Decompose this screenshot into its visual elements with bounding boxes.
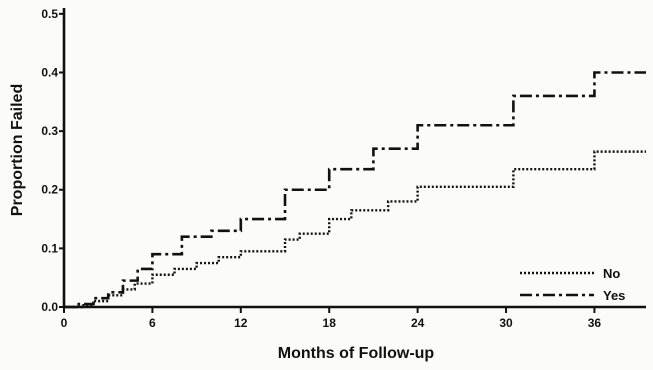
y-tick-label: 0.4 — [41, 65, 58, 79]
y-tick-label: 0.1 — [41, 241, 58, 255]
x-tick-label: 30 — [499, 316, 513, 330]
x-tick-label: 18 — [323, 316, 337, 330]
y-tick-label: 0.2 — [41, 183, 58, 197]
x-tick-label: 12 — [234, 316, 248, 330]
x-axis-ticks: 0 6 12 18 24 30 36 — [61, 307, 602, 330]
y-axis-ticks: 0.0 0.1 0.2 0.3 0.4 0.5 — [41, 7, 64, 314]
x-tick-label: 36 — [588, 316, 602, 330]
series-line-no — [64, 150, 646, 309]
legend-label-no: No — [603, 266, 620, 281]
x-tick-label: 6 — [149, 316, 156, 330]
x-tick-label: 24 — [411, 316, 425, 330]
y-tick-label: 0.5 — [41, 7, 58, 21]
x-tick-label: 0 — [61, 316, 68, 330]
legend-label-yes: Yes — [603, 288, 625, 303]
y-tick-label: 0.0 — [41, 300, 58, 314]
legend: No Yes — [520, 266, 625, 303]
y-tick-label: 0.3 — [41, 124, 58, 138]
series-line-yes — [64, 71, 646, 309]
x-axis-title: Months of Follow-up — [278, 345, 435, 362]
y-axis-title: Proportion Failed — [9, 84, 26, 216]
series-layer — [64, 71, 646, 309]
